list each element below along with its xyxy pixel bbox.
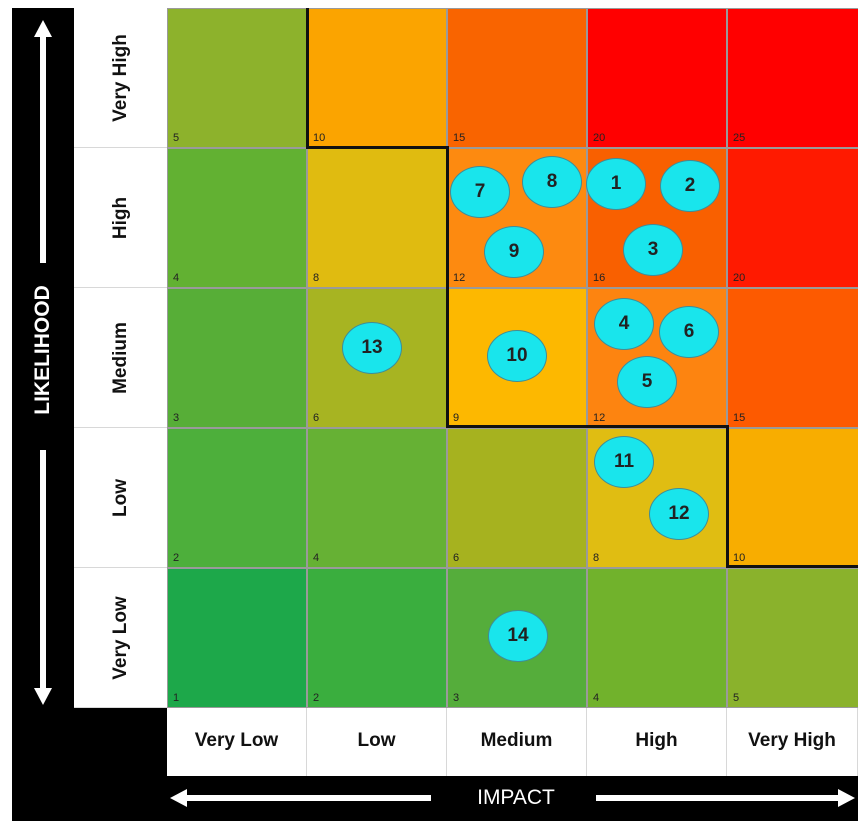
cell-score: 16	[593, 272, 606, 284]
risk-cell: 25	[727, 8, 858, 148]
cell-score: 4	[593, 692, 600, 704]
y-axis-title: LIKELIHOOD	[28, 270, 58, 430]
likelihood-label-cell: Very High	[74, 8, 168, 148]
cell-score: 2	[173, 552, 180, 564]
likelihood-label: Very Low	[110, 595, 131, 680]
risk-cell: 2	[167, 428, 307, 568]
risk-cell: 5	[727, 568, 858, 708]
risk-cell: 4	[307, 428, 447, 568]
risk-marker: 7	[450, 166, 510, 218]
impact-label: Medium	[447, 706, 587, 776]
cell-score: 15	[453, 132, 466, 144]
likelihood-label-cell: Very Low	[74, 568, 168, 708]
cell-score: 5	[173, 132, 180, 144]
likelihood-arrow-down-head	[34, 688, 52, 705]
risk-cell: 3	[167, 288, 307, 428]
risk-cell: 4	[167, 148, 307, 288]
cell-score: 10	[733, 552, 746, 564]
risk-marker: 10	[487, 330, 547, 382]
impact-label: Very High	[727, 706, 858, 776]
likelihood-arrow-down-shaft	[40, 450, 46, 690]
likelihood-label-cell: High	[74, 148, 168, 288]
risk-marker: 8	[522, 156, 582, 208]
cell-score: 20	[593, 132, 606, 144]
risk-cell: 6	[447, 428, 587, 568]
cell-score: 4	[313, 552, 320, 564]
risk-cell: 1	[167, 568, 307, 708]
cell-score: 3	[453, 692, 460, 704]
likelihood-label-cell: Low	[74, 428, 168, 568]
cell-score: 12	[453, 272, 466, 284]
cell-score: 15	[733, 412, 746, 424]
risk-cell: 10	[727, 428, 858, 568]
impact-arrow-left-head	[170, 789, 187, 807]
risk-cell: 15	[447, 8, 587, 148]
corner-block	[74, 706, 168, 776]
likelihood-label: High	[110, 196, 131, 239]
risk-cell: 20	[587, 8, 727, 148]
likelihood-arrow-up-head	[34, 20, 52, 37]
cell-score: 25	[733, 132, 746, 144]
impact-arrow-right-head	[838, 789, 855, 807]
risk-marker: 12	[649, 488, 709, 540]
risk-cell: 10	[307, 8, 447, 148]
likelihood-arrow-up-shaft	[40, 35, 46, 263]
cell-score: 6	[313, 412, 320, 424]
impact-label: Low	[307, 706, 447, 776]
impact-arrow-left-shaft	[185, 795, 431, 801]
cell-score: 1	[173, 692, 180, 704]
cell-score: 4	[173, 272, 180, 284]
cell-score: 6	[453, 552, 460, 564]
risk-marker: 14	[488, 610, 548, 662]
threshold-line	[726, 565, 858, 568]
risk-cell: 20	[727, 148, 858, 288]
threshold-line	[306, 8, 309, 148]
cell-score: 9	[453, 412, 460, 424]
risk-marker: 2	[660, 160, 720, 212]
risk-marker: 9	[484, 226, 544, 278]
risk-cell: 8	[307, 148, 447, 288]
risk-marker: 3	[623, 224, 683, 276]
risk-marker: 13	[342, 322, 402, 374]
likelihood-label: Medium	[110, 321, 131, 394]
likelihood-label: Low	[110, 478, 131, 517]
threshold-line	[446, 425, 729, 428]
cell-score: 5	[733, 692, 740, 704]
cell-score: 12	[593, 412, 606, 424]
likelihood-label-cell: Medium	[74, 288, 168, 428]
impact-arrow-right-shaft	[596, 795, 840, 801]
risk-marker: 4	[594, 298, 654, 350]
impact-label: Very Low	[167, 706, 307, 776]
cell-score: 20	[733, 272, 746, 284]
cell-score: 3	[173, 412, 180, 424]
cell-score: 8	[313, 272, 320, 284]
threshold-line	[726, 425, 729, 567]
cell-score: 2	[313, 692, 320, 704]
x-axis-title: IMPACT	[436, 784, 596, 812]
cell-score: 8	[593, 552, 600, 564]
risk-marker: 6	[659, 306, 719, 358]
risk-marker: 5	[617, 356, 677, 408]
risk-marker: 1	[586, 158, 646, 210]
impact-label: High	[587, 706, 727, 776]
risk-cell: 15	[727, 288, 858, 428]
threshold-line	[446, 146, 449, 428]
risk-marker: 11	[594, 436, 654, 488]
threshold-line	[306, 146, 447, 149]
risk-cell: 2	[307, 568, 447, 708]
risk-cell: 4	[587, 568, 727, 708]
cell-score: 10	[313, 132, 326, 144]
risk-cell: 5	[167, 8, 307, 148]
likelihood-label: Very High	[110, 33, 131, 122]
